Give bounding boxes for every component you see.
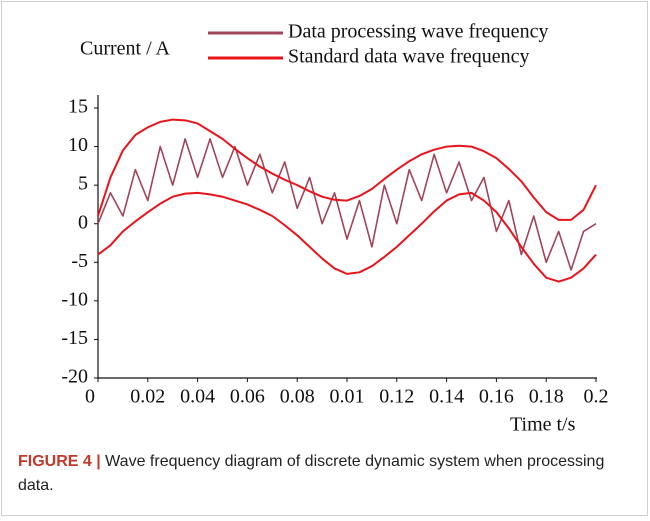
x-tick-label: 0.01 [330,386,365,408]
y-tick-label: 15 [68,96,88,118]
x-tick-label: 0 [85,386,95,408]
x-tick-label: 0.2 [584,386,609,408]
x-tick-label: 0.14 [429,386,464,408]
y-tick-label: -5 [71,250,88,272]
series-line [97,118,597,221]
x-axis-label: Time t/s [510,414,576,436]
caption-text: Wave frequency diagram of discrete dynam… [18,453,605,494]
x-tick-label: 0.12 [379,386,414,408]
x-tick-label: 0.02 [130,386,165,408]
x-tick-label: 0.16 [479,386,514,408]
legend-label: Standard data wave frequency [288,46,530,68]
y-tick-label: 10 [68,134,88,156]
y-tick-label: 5 [78,173,88,195]
x-tick-label: 0.04 [180,386,215,408]
caption-label: FIGURE 4 | [18,453,101,470]
legend-label: Data processing wave frequency [288,21,548,43]
x-tick-label: 0.18 [529,386,564,408]
y-tick-label: -10 [61,288,88,310]
x-tick-label: 0.08 [280,386,315,408]
series-line [97,191,597,283]
y-tick-label: 0 [78,211,88,233]
series-line [97,138,597,271]
y-tick-label: -15 [61,327,88,349]
caption: FIGURE 4 | Wave frequency diagram of dis… [18,450,618,498]
y-axis-label: Current / A [80,38,171,60]
x-tick-label: 0.06 [230,386,265,408]
y-tick-label: -20 [61,366,88,388]
